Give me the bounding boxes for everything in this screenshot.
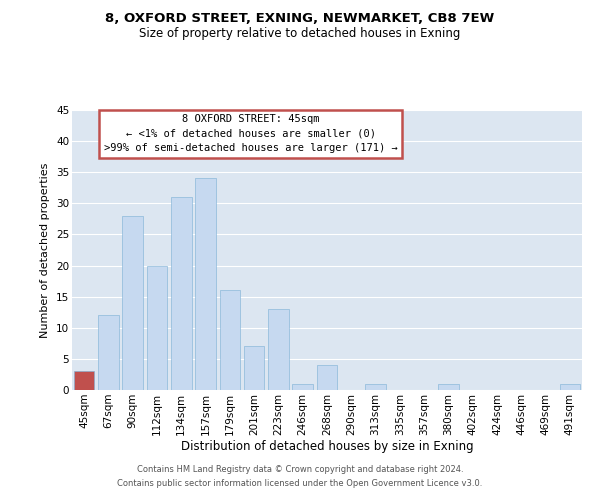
Bar — [220, 290, 240, 390]
Bar — [244, 346, 265, 390]
Text: Size of property relative to detached houses in Exning: Size of property relative to detached ho… — [139, 28, 461, 40]
Y-axis label: Number of detached properties: Number of detached properties — [40, 162, 50, 338]
Bar — [195, 178, 216, 390]
Bar — [74, 372, 94, 390]
X-axis label: Distribution of detached houses by size in Exning: Distribution of detached houses by size … — [181, 440, 473, 454]
Bar — [438, 384, 459, 390]
Bar — [268, 309, 289, 390]
Bar — [98, 316, 119, 390]
Bar — [171, 197, 191, 390]
Text: 8, OXFORD STREET, EXNING, NEWMARKET, CB8 7EW: 8, OXFORD STREET, EXNING, NEWMARKET, CB8… — [106, 12, 494, 26]
Bar — [365, 384, 386, 390]
Bar — [292, 384, 313, 390]
Bar — [317, 365, 337, 390]
Bar — [560, 384, 580, 390]
Bar — [122, 216, 143, 390]
Bar — [146, 266, 167, 390]
Text: Contains HM Land Registry data © Crown copyright and database right 2024.
Contai: Contains HM Land Registry data © Crown c… — [118, 466, 482, 487]
Text: 8 OXFORD STREET: 45sqm
← <1% of detached houses are smaller (0)
>99% of semi-det: 8 OXFORD STREET: 45sqm ← <1% of detached… — [104, 114, 397, 153]
